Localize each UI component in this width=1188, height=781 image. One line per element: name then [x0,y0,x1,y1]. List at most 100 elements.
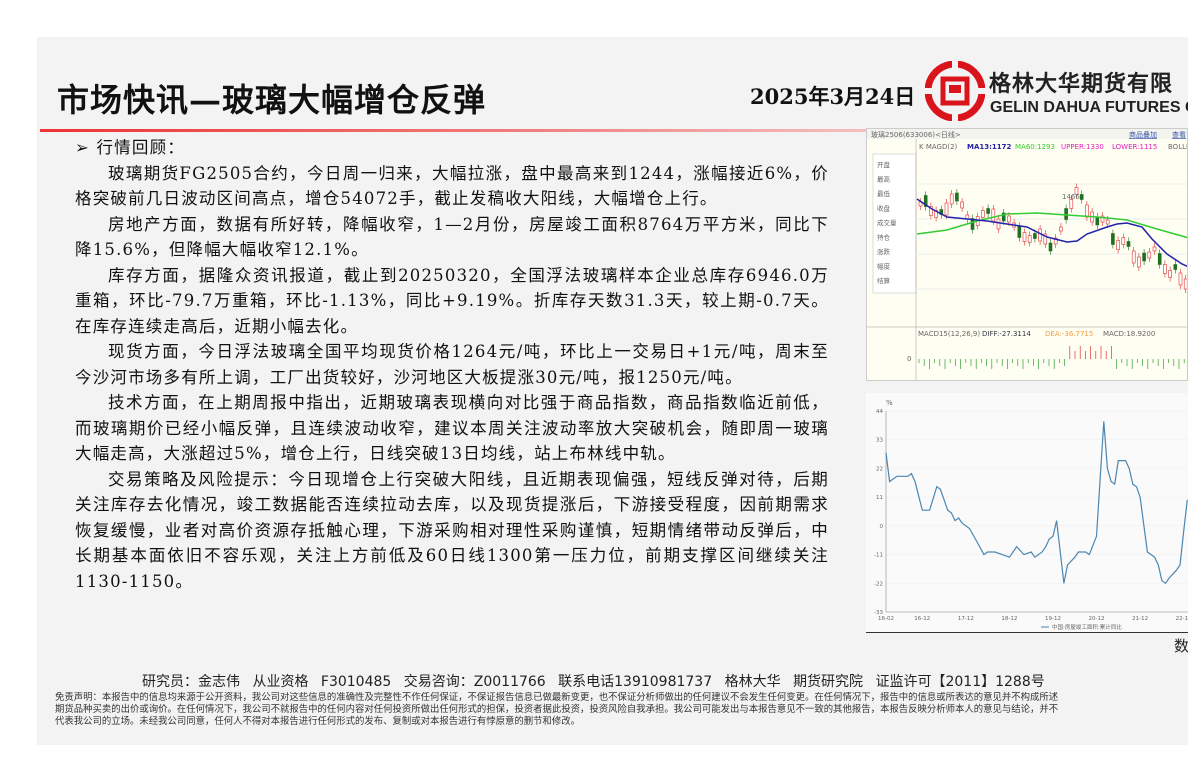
side-label: 涨跌 [877,247,891,256]
side-label: 成交量 [877,218,897,227]
candle [1048,242,1053,252]
company-name-cn: 格林大华期货有限 [989,72,1174,97]
legend-label: 中国:房屋竣工面积:累计同比 [1052,623,1122,631]
candle [1033,233,1037,239]
candle [1168,270,1172,278]
candle [1022,232,1027,242]
y-tick-label: 0 [880,524,884,530]
candle [960,201,964,209]
candle [1085,204,1089,218]
candle [1105,219,1110,225]
candle [1043,233,1048,245]
paragraph-real-estate: 房地产方面，数据有所好转，降幅收窄，1—2月份，房屋竣工面积8764万平方米，同… [75,214,829,260]
series-line [885,421,1188,585]
side-label: 最低 [877,189,891,198]
candle [1121,237,1126,245]
page-title: 市场快讯—玻璃大幅增仓反弹 [57,81,487,119]
x-tick-label: 16-02 [878,616,894,622]
y-tick-label: -11 [874,553,883,559]
dea-label: DEA:-36.7715 [1045,330,1093,338]
macd-zero-label: 0 [907,355,911,363]
ma13-label: MA13:1172 [967,143,1012,151]
candle [1152,246,1157,252]
company-logo-icon [925,61,985,121]
candle [1126,241,1131,247]
candle [1059,226,1063,232]
y-tick-label: -22 [874,581,883,587]
diff-label: DIFF:-27.3114 [982,330,1031,338]
company-name-en: GELIN DAHUA FUTURES C [990,99,1188,116]
upper-label: UPPER:1330 [1061,143,1104,151]
y-tick-label: 33 [876,438,883,444]
completion-yoy-chart-image: % 44 33 22 11 0 -11 -22 -33 16-02 16-12 17-12 18-12… [866,393,1188,633]
candle [1173,264,1178,270]
side-label: 幅度 [877,262,891,271]
y-tick-label: 22 [876,466,883,472]
side-label: 收盘 [877,204,891,213]
candle [1007,215,1011,223]
candle [944,202,949,216]
candle [1163,264,1167,274]
disclaimer-line: 代表我公司的立场。未经我公司同意，任何人不得对本报告进行任何形式的发布、复制或对… [55,716,581,727]
kline-chart-image: 玻璃2506(633006)<日线> 商品叠加 查看 K MAGD(2) MA1… [866,128,1188,381]
candle [1111,233,1115,245]
lower-label: LOWER:1115 [1112,143,1157,151]
candle [1147,251,1152,259]
side-label: 持仓 [877,233,891,242]
candle [1079,194,1084,200]
peak-label: 1466 [1062,193,1080,201]
candle [1142,252,1146,262]
candle [1069,199,1074,209]
x-tick-label: 21-12 [1132,616,1148,622]
ma60-label: MA60:1293 [1015,143,1055,151]
candle [1178,272,1183,286]
indicator-prefix: K MAGD(2) [919,143,958,151]
candle [1074,187,1079,195]
view-link[interactable]: 查看 [1172,130,1186,139]
candle [1157,253,1162,265]
y-tick-label: 44 [876,409,883,415]
x-tick-label: 17-12 [958,616,974,622]
report-date: 2025年3月24日 [750,84,916,109]
disclaimer-line: 期货品种买卖的出价或询价。在任何情况下，我公司不就报告中的任何内容对任何投资所做… [55,704,1059,715]
report-page: 市场快讯—玻璃大幅增仓反弹 2025年3月24日 格林大华期货有限 GELIN … [37,37,1188,745]
candle [1001,212,1006,222]
candle [1027,235,1032,243]
candle [1053,237,1058,245]
candle [1017,226,1022,238]
side-label: 最高 [877,175,891,184]
author-line: 研究员：金志伟 从业资格 F3010485 交易咨询：Z0011766 联系电话… [142,674,1045,690]
boll-label: BOLLM [1168,143,1188,151]
candle [1183,278,1187,290]
x-tick-label: 16-12 [914,616,930,622]
candle [991,208,996,222]
candle [1095,216,1100,226]
paragraph-technical: 技术方面，在上期周报中指出，近期玻璃表现横向对比强于商品指数，商品指数临近前低，… [75,393,829,463]
paragraph-strategy: 交易策略及风险提示：今日现增仓上行突破大阳线，且近期表现偏强，短线反弹对待，后期… [75,469,829,591]
candle [1064,208,1068,220]
section-heading: ➢ 行情回顾： [75,138,185,157]
report-body: ➢ 行情回顾： 玻璃期货FG2505合约，今日周一归来，大幅拉涨，盘中最高来到1… [75,135,829,594]
data-source-partial: 数 [1174,637,1188,655]
macd-value: MACD:18.9200 [1103,330,1155,338]
x-tick-label: 18-12 [1001,616,1017,622]
candle [986,208,990,214]
x-tick-label: 22-12 [1176,616,1188,622]
candle [1038,228,1042,242]
paragraph-market: 玻璃期货FG2505合约，今日周一归来，大幅拉涨，盘中最高来到1244，涨幅接近… [75,163,829,209]
candle [1131,250,1136,264]
paragraph-inventory: 库存方面，据隆众资讯报道，截止到20250320，全国浮法玻璃样本企业总库存69… [75,265,829,336]
paragraph-spot: 现货方面，今日浮法玻璃全国平均现货价格1264元/吨，环比上一交易日+1元/吨，… [75,342,829,387]
side-label: 结算 [877,276,891,285]
disclaimer: 免责声明：本报告中的信息均来源于公开资料，我公司对这些信息的准确性及完整性不作任… [55,692,1188,728]
candle [1100,215,1105,223]
overlay-link[interactable]: 商品叠加 [1129,130,1157,139]
disclaimer-line: 免责声明：本报告中的信息均来源于公开资料，我公司对这些信息的准确性及完整性不作任… [55,692,1059,703]
y-tick-label: -33 [874,610,883,616]
candle [955,192,959,202]
candle [929,206,933,216]
candle [923,195,928,207]
y-axis-unit: % [886,399,893,407]
candle [996,218,1001,230]
